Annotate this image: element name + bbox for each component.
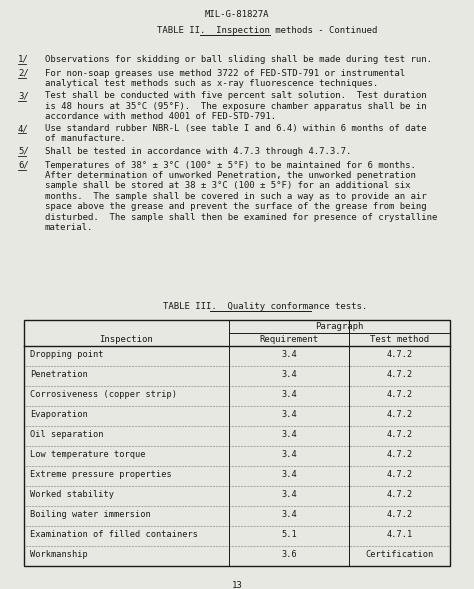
Text: Test method: Test method bbox=[370, 335, 429, 344]
Text: 3.4: 3.4 bbox=[281, 390, 297, 399]
Text: Extreme pressure properties: Extreme pressure properties bbox=[30, 470, 172, 479]
Text: For non-soap greases use method 3722 of FED-STD-791 or instrumental
analytical t: For non-soap greases use method 3722 of … bbox=[45, 68, 405, 88]
Text: 3.4: 3.4 bbox=[281, 470, 297, 479]
Text: 4.7.1: 4.7.1 bbox=[386, 530, 413, 539]
Text: Use standard rubber NBR-L (see table I and 6.4) within 6 months of date
of manuf: Use standard rubber NBR-L (see table I a… bbox=[45, 124, 427, 143]
Text: 4/: 4/ bbox=[18, 124, 29, 133]
Text: 3.4: 3.4 bbox=[281, 490, 297, 499]
Text: 4.7.2: 4.7.2 bbox=[386, 370, 413, 379]
Text: 4.7.2: 4.7.2 bbox=[386, 430, 413, 439]
Text: Paragraph: Paragraph bbox=[315, 322, 364, 331]
Text: Penetration: Penetration bbox=[30, 370, 88, 379]
Text: Temperatures of 38° ± 3°C (100° ± 5°F) to be maintained for 6 months.
After dete: Temperatures of 38° ± 3°C (100° ± 5°F) t… bbox=[45, 160, 438, 232]
Text: 3.6: 3.6 bbox=[281, 550, 297, 559]
Text: 4.7.2: 4.7.2 bbox=[386, 450, 413, 459]
Text: 5/: 5/ bbox=[18, 147, 29, 156]
Text: 3.4: 3.4 bbox=[281, 370, 297, 379]
Text: 5.1: 5.1 bbox=[281, 530, 297, 539]
Text: Low temperature torque: Low temperature torque bbox=[30, 450, 146, 459]
Text: 3.4: 3.4 bbox=[281, 430, 297, 439]
Text: 6/: 6/ bbox=[18, 160, 29, 170]
Text: 4.7.2: 4.7.2 bbox=[386, 470, 413, 479]
Text: Certification: Certification bbox=[365, 550, 434, 559]
Text: MIL-G-81827A: MIL-G-81827A bbox=[205, 10, 269, 19]
Text: Boiling water immersion: Boiling water immersion bbox=[30, 510, 151, 519]
Text: Evaporation: Evaporation bbox=[30, 410, 88, 419]
Text: Worked stability: Worked stability bbox=[30, 490, 114, 499]
Text: 4.7.2: 4.7.2 bbox=[386, 510, 413, 519]
Text: 3/: 3/ bbox=[18, 91, 29, 101]
Text: Examination of filled containers: Examination of filled containers bbox=[30, 530, 198, 539]
Text: Requirement: Requirement bbox=[259, 335, 319, 344]
Text: 3.4: 3.4 bbox=[281, 510, 297, 519]
Bar bbox=[24, 320, 450, 566]
Text: Test shall be conducted with five percent salt solution.  Test duration
is 48 ho: Test shall be conducted with five percen… bbox=[45, 91, 427, 121]
Text: 2/: 2/ bbox=[18, 68, 29, 78]
Text: 4.7.2: 4.7.2 bbox=[386, 350, 413, 359]
Text: Inspection: Inspection bbox=[100, 335, 154, 344]
Text: Workmanship: Workmanship bbox=[30, 550, 88, 559]
Text: 3.4: 3.4 bbox=[281, 350, 297, 359]
Text: 13: 13 bbox=[232, 581, 242, 589]
Text: Corrosiveness (copper strip): Corrosiveness (copper strip) bbox=[30, 390, 177, 399]
Text: 4.7.2: 4.7.2 bbox=[386, 490, 413, 499]
Text: 4.7.2: 4.7.2 bbox=[386, 390, 413, 399]
Text: TABLE III.  Quality conformance tests.: TABLE III. Quality conformance tests. bbox=[163, 302, 367, 311]
Text: Oil separation: Oil separation bbox=[30, 430, 103, 439]
Text: Observations for skidding or ball sliding shall be made during test run.: Observations for skidding or ball slidin… bbox=[45, 55, 432, 64]
Text: Shall be tested in accordance with 4.7.3 through 4.7.3.7.: Shall be tested in accordance with 4.7.3… bbox=[45, 147, 351, 156]
Text: 1/: 1/ bbox=[18, 55, 29, 64]
Text: 3.4: 3.4 bbox=[281, 410, 297, 419]
Text: TABLE II.  Inspection methods - Continued: TABLE II. Inspection methods - Continued bbox=[157, 26, 377, 35]
Text: 4.7.2: 4.7.2 bbox=[386, 410, 413, 419]
Text: Dropping point: Dropping point bbox=[30, 350, 103, 359]
Text: 3.4: 3.4 bbox=[281, 450, 297, 459]
